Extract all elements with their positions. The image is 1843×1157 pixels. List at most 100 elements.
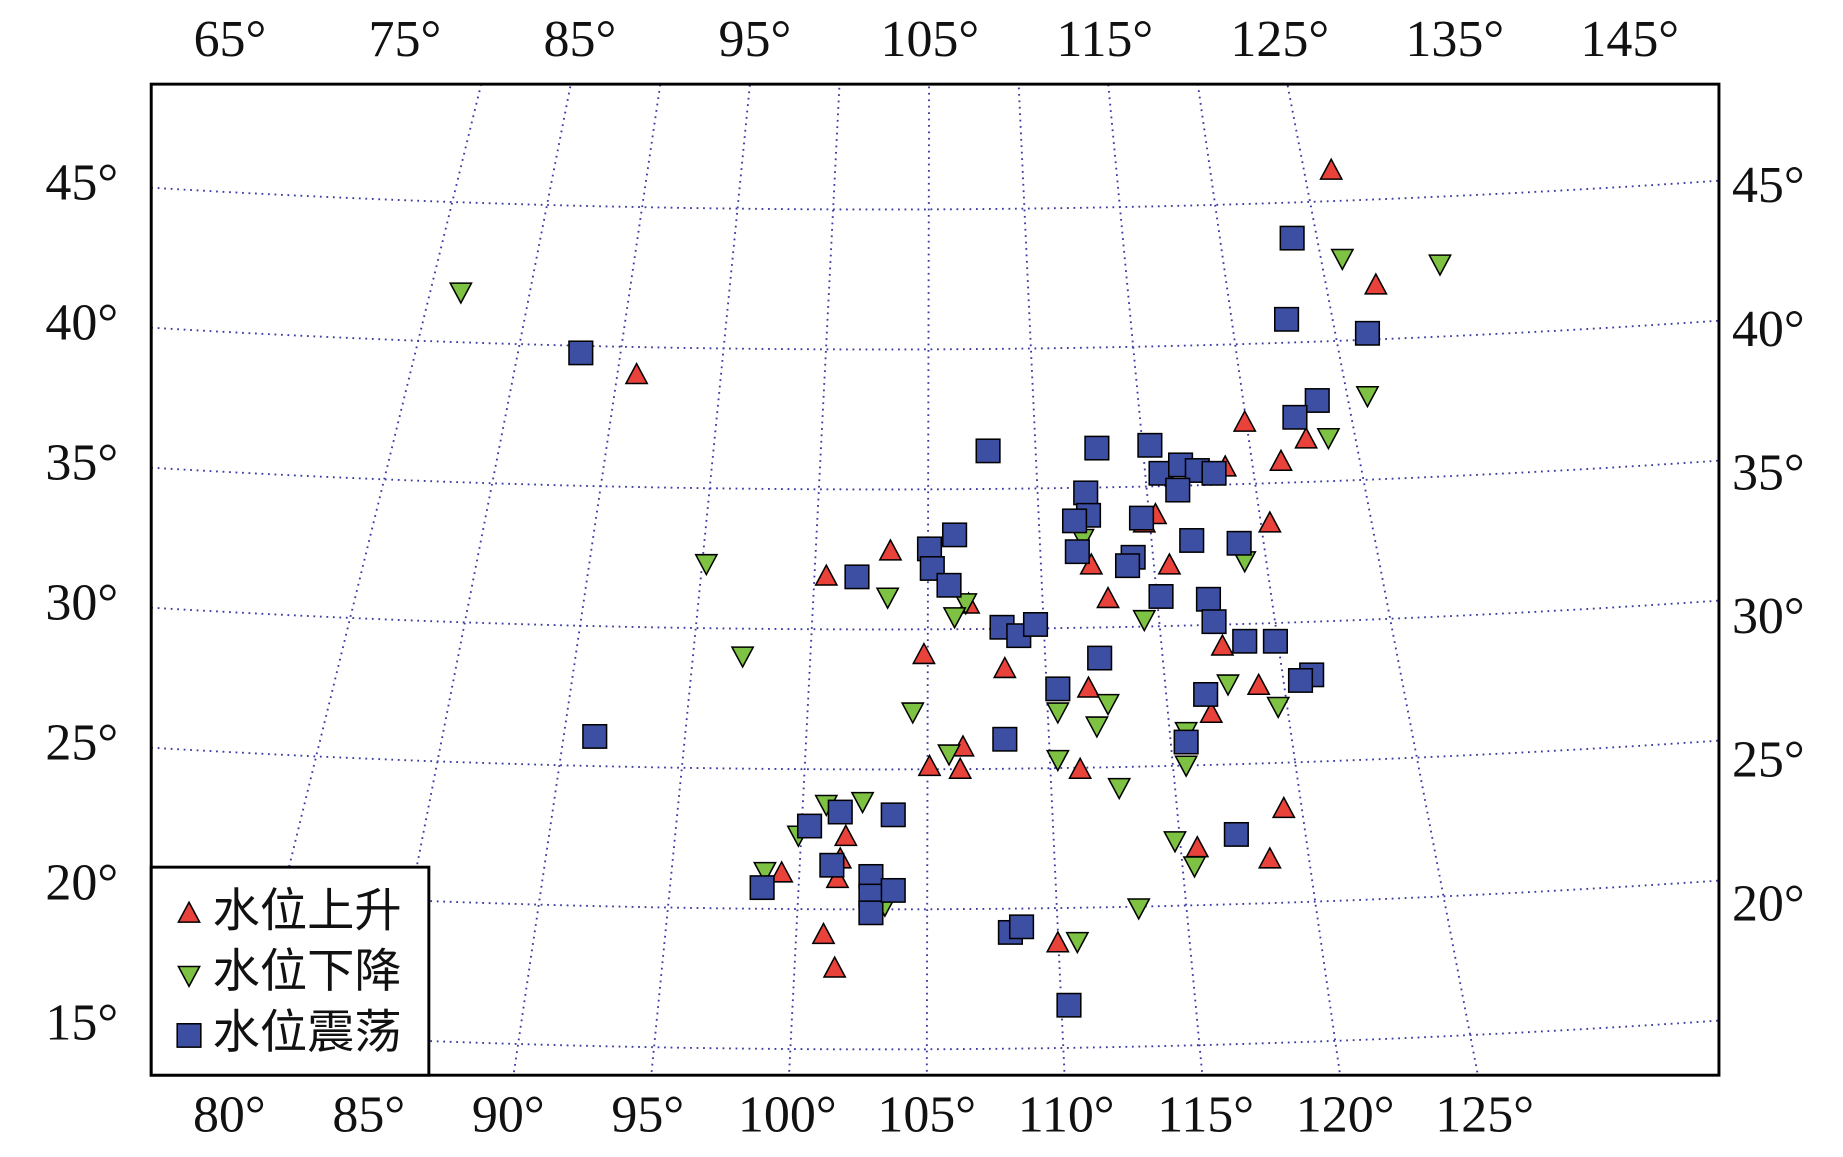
station-marker: [1084, 716, 1109, 739]
station-marker: [833, 823, 858, 847]
station-marker: [582, 723, 608, 749]
station-marker: [1195, 586, 1222, 612]
meridian: [1286, 84, 1479, 1076]
station-marker: [992, 726, 1018, 752]
right-tick-label: 20°: [1732, 876, 1805, 933]
x-tick-label: 100°: [738, 1087, 837, 1144]
station-marker: [1132, 609, 1157, 633]
station-marker: [1330, 248, 1355, 272]
station-marker: [1165, 477, 1191, 503]
station-marker: [1096, 585, 1120, 609]
x-tick-label: 90°: [472, 1087, 545, 1144]
legend-label: 水位上升: [213, 884, 402, 939]
station-marker: [1271, 795, 1296, 819]
station-marker: [1266, 696, 1291, 719]
x-tick-label: 120°: [1296, 1087, 1395, 1144]
station-marker: [1056, 992, 1082, 1018]
station-marker: [448, 282, 473, 305]
station-marker: [1294, 426, 1319, 449]
station-marker: [1163, 831, 1187, 854]
legend-label: 水位下降: [213, 944, 402, 999]
y-tick-label: 45°: [45, 155, 118, 212]
station-marker: [948, 756, 973, 779]
station-marker: [942, 522, 968, 548]
station-marker: [875, 587, 900, 610]
right-tick-label: 45°: [1732, 157, 1805, 214]
station-marker: [1064, 539, 1090, 565]
station-marker: [1061, 508, 1088, 534]
station-marker: [1022, 612, 1049, 637]
station-marker: [936, 572, 962, 598]
station-marker: [1073, 480, 1099, 506]
station-marker: [1096, 693, 1120, 717]
station-marker: [1087, 645, 1113, 671]
station-marker: [1257, 510, 1282, 533]
right-tick-label: 25°: [1732, 732, 1805, 789]
station-marker: [1107, 777, 1132, 801]
station-marker: [796, 813, 823, 839]
map-frame: [149, 82, 1721, 1077]
station-marker: [878, 538, 903, 561]
station-marker: [1223, 821, 1249, 847]
legend-label: 水位震荡: [213, 1005, 402, 1060]
top-tick-label: 135°: [1405, 11, 1504, 68]
station-marker: [1137, 432, 1163, 458]
top-tick-label: 85°: [544, 11, 617, 68]
station-marker: [1304, 388, 1330, 413]
station-marker: [753, 861, 777, 885]
station-marker: [1232, 628, 1258, 654]
station-marker: [880, 877, 906, 903]
station-marker: [1173, 729, 1199, 755]
station-marker: [749, 875, 775, 901]
top-tick-label: 125°: [1230, 11, 1329, 68]
parallel: [151, 179, 1719, 211]
station-marker: [844, 564, 870, 590]
station-marker: [1262, 628, 1288, 654]
station-marker: [1193, 682, 1219, 707]
top-tick-label: 105°: [880, 11, 979, 68]
x-tick-label: 85°: [332, 1087, 405, 1144]
station-marker: [1114, 553, 1141, 579]
station-marker: [1179, 528, 1205, 553]
points: [448, 157, 1452, 1018]
station-marker: [942, 607, 967, 630]
x-tick-label: 105°: [877, 1087, 976, 1144]
right-tick-label: 40°: [1732, 301, 1805, 358]
x-tick-label: 95°: [611, 1087, 684, 1144]
station-marker: [900, 702, 925, 725]
station-marker: [827, 799, 853, 825]
station-marker: [1045, 930, 1070, 953]
station-marker: [850, 791, 875, 815]
station-marker: [1257, 846, 1282, 869]
station-marker: [1045, 702, 1070, 725]
meridian: [1107, 84, 1204, 1076]
station-marker: [1316, 427, 1341, 451]
station-marker: [1216, 674, 1240, 697]
station-marker: [1287, 668, 1314, 693]
station-marker: [1199, 700, 1224, 723]
legend-marker: [176, 1023, 202, 1048]
station-marker: [1148, 584, 1174, 609]
station-marker: [1428, 254, 1452, 277]
legend-marker: [177, 965, 201, 988]
x-tick-label: 125°: [1435, 1087, 1534, 1144]
station-marker: [1273, 306, 1300, 332]
parallel: [151, 319, 1719, 351]
station-marker: [1045, 749, 1070, 773]
y-tick-label: 40°: [45, 295, 118, 352]
station-marker: [1076, 675, 1101, 698]
station-marker: [814, 563, 839, 586]
y-tick-label: 25°: [45, 715, 118, 772]
station-marker: [1128, 505, 1155, 531]
station-marker: [992, 655, 1017, 679]
station-marker: [880, 802, 906, 828]
station-marker: [819, 852, 845, 878]
top-tick-label: 95°: [718, 11, 791, 68]
station-marker: [917, 753, 942, 777]
station-marker: [730, 646, 755, 669]
parallel: [151, 599, 1719, 631]
